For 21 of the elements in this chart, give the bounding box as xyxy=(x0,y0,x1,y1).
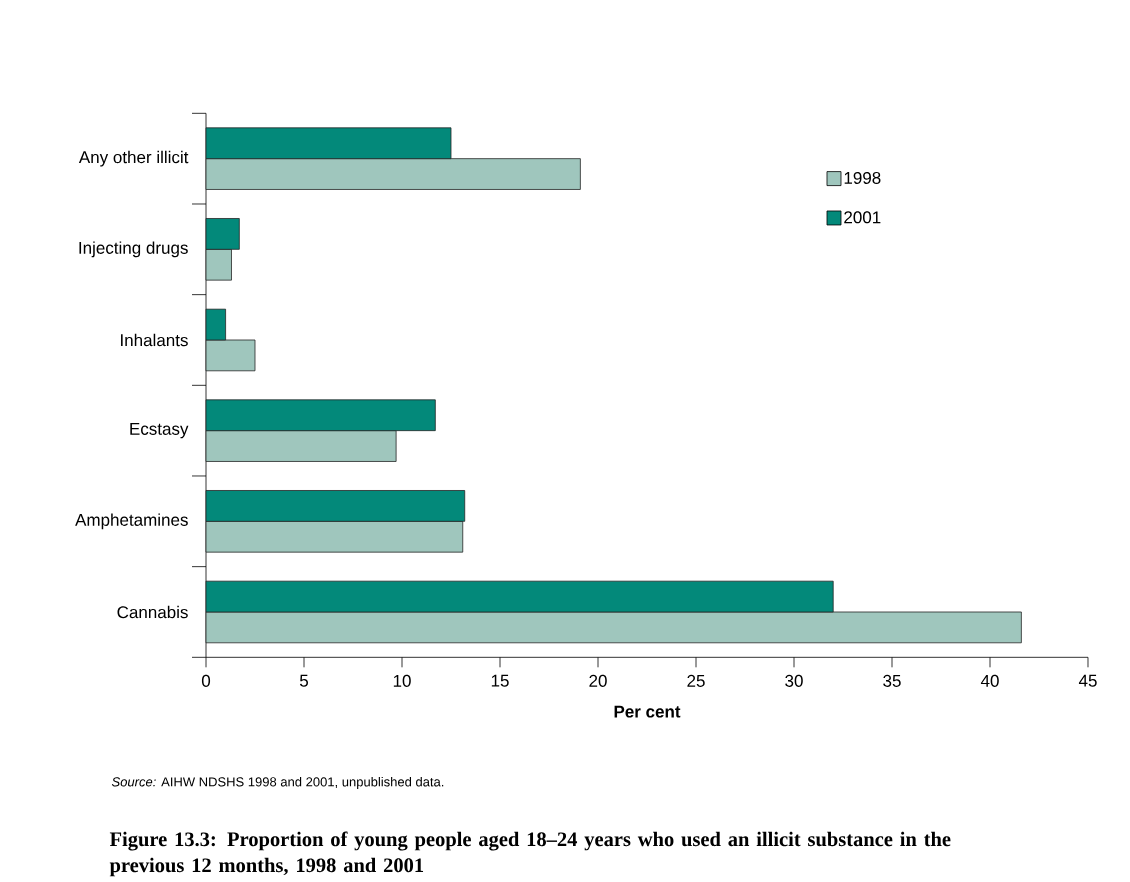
y-tick-label: Inhalants xyxy=(121,333,188,347)
text: Figure 13.3: Proportion of young people aged 18–24 years who used an illicit substance in the previous 12 months, 1998 and 2001 xyxy=(109,831,951,877)
legend-label: 2001 xyxy=(844,211,881,224)
text: Source: AIHW NDSHS 1998 and 2001, unpublished data. xyxy=(111,776,444,790)
legend-label: 1998 xyxy=(844,171,881,184)
x-tick-label: 45 xyxy=(1078,674,1097,687)
x-tick-label: 30 xyxy=(785,674,803,687)
x-axis-title: Per cent xyxy=(614,705,681,718)
x-tick-label: 40 xyxy=(980,674,999,687)
x-tick-label: 0 xyxy=(201,674,211,687)
x-tick-label: 15 xyxy=(491,674,509,687)
y-tick-label: Injecting drugs xyxy=(79,241,188,258)
x-tick-label: 25 xyxy=(687,674,705,687)
x-tick-label: 5 xyxy=(299,674,309,687)
y-tick-label: Cannabis xyxy=(117,605,188,619)
x-tick-label: 20 xyxy=(589,674,607,687)
x-tick-label: 35 xyxy=(883,674,901,687)
x-tick-label: 10 xyxy=(393,674,411,687)
y-tick-label: Ecstasy xyxy=(130,423,189,439)
y-tick-label: Any other illicit xyxy=(78,150,189,167)
y-tick-label: Amphetamines xyxy=(75,513,188,530)
